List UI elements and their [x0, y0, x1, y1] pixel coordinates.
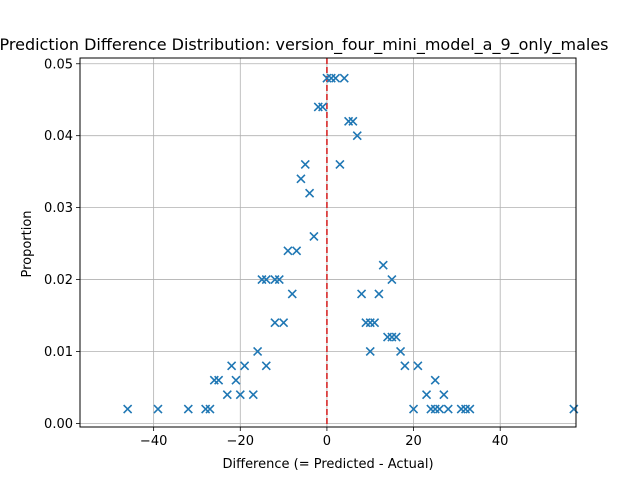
data-point — [387, 332, 397, 342]
data-point — [205, 404, 215, 414]
data-point — [339, 73, 349, 83]
plot-frame — [79, 57, 577, 428]
data-point — [153, 404, 163, 414]
data-point — [183, 404, 193, 414]
data-point — [361, 318, 371, 328]
data-point — [382, 332, 393, 342]
data-point — [270, 318, 280, 328]
y-tick-label: 0.03 — [44, 201, 73, 216]
x-tick-label: 20 — [405, 434, 422, 449]
data-point — [443, 404, 453, 414]
data-point — [434, 404, 445, 414]
data-point — [309, 231, 319, 241]
data-point — [421, 390, 432, 400]
data-point — [274, 274, 284, 285]
data-point — [300, 159, 310, 170]
y-tick-label: 0.02 — [44, 273, 73, 288]
data-point — [374, 289, 384, 299]
data-point — [248, 390, 258, 400]
data-point — [305, 188, 315, 198]
data-point — [460, 404, 471, 414]
x-tick-label: 40 — [492, 434, 509, 449]
data-point — [378, 260, 388, 270]
data-point — [395, 346, 406, 357]
data-point — [222, 390, 232, 400]
data-point — [456, 404, 466, 414]
data-point — [348, 116, 358, 126]
data-point — [235, 390, 245, 400]
data-point — [387, 274, 397, 285]
data-point — [261, 361, 271, 371]
data-point — [287, 289, 297, 299]
data-point — [209, 375, 219, 385]
data-point — [352, 131, 362, 141]
data-point — [408, 404, 419, 414]
data-point — [365, 318, 375, 328]
data-point — [465, 404, 475, 414]
data-point — [357, 289, 367, 299]
data-point — [344, 116, 354, 126]
data-point — [335, 159, 345, 170]
data-points — [123, 73, 579, 414]
data-point — [413, 361, 423, 371]
data-point — [283, 246, 293, 256]
data-point — [318, 102, 328, 112]
grid — [80, 58, 576, 427]
data-point — [240, 361, 250, 371]
data-point — [123, 404, 133, 414]
data-point — [326, 73, 336, 83]
data-point — [426, 404, 436, 414]
data-point — [214, 375, 224, 385]
data-point — [261, 274, 271, 285]
data-point — [439, 390, 449, 400]
x-tick-label: −20 — [227, 434, 254, 449]
x-tick-label: 0 — [323, 434, 331, 449]
x-tick-label: −40 — [140, 434, 167, 449]
y-axis-ticks: 0.00 0.01 0.02 0.03 0.04 0.05 — [44, 57, 80, 432]
y-tick-label: 0.01 — [44, 345, 73, 360]
data-point — [279, 318, 289, 328]
y-tick-label: 0.04 — [44, 129, 73, 144]
y-axis-label: Proportion — [20, 210, 35, 277]
y-tick-label: 0.00 — [44, 417, 73, 432]
x-axis-label: Difference (= Predicted - Actual) — [222, 457, 433, 472]
data-point — [365, 346, 375, 357]
x-axis-ticks: −40 −20 0 20 40 — [140, 427, 509, 449]
data-point — [227, 361, 237, 371]
data-point — [201, 404, 211, 414]
data-point — [430, 404, 440, 414]
data-point — [231, 375, 241, 385]
data-point — [430, 375, 440, 385]
data-point — [292, 246, 302, 256]
data-point — [400, 361, 410, 371]
data-point — [253, 346, 263, 357]
y-tick-label: 0.05 — [44, 57, 73, 72]
data-point — [331, 73, 341, 83]
data-point — [313, 102, 323, 112]
data-point — [569, 404, 579, 414]
chart-title: Prediction Difference Distribution: vers… — [0, 35, 608, 55]
data-point — [296, 174, 306, 184]
data-point — [391, 332, 401, 342]
data-point — [370, 318, 380, 328]
